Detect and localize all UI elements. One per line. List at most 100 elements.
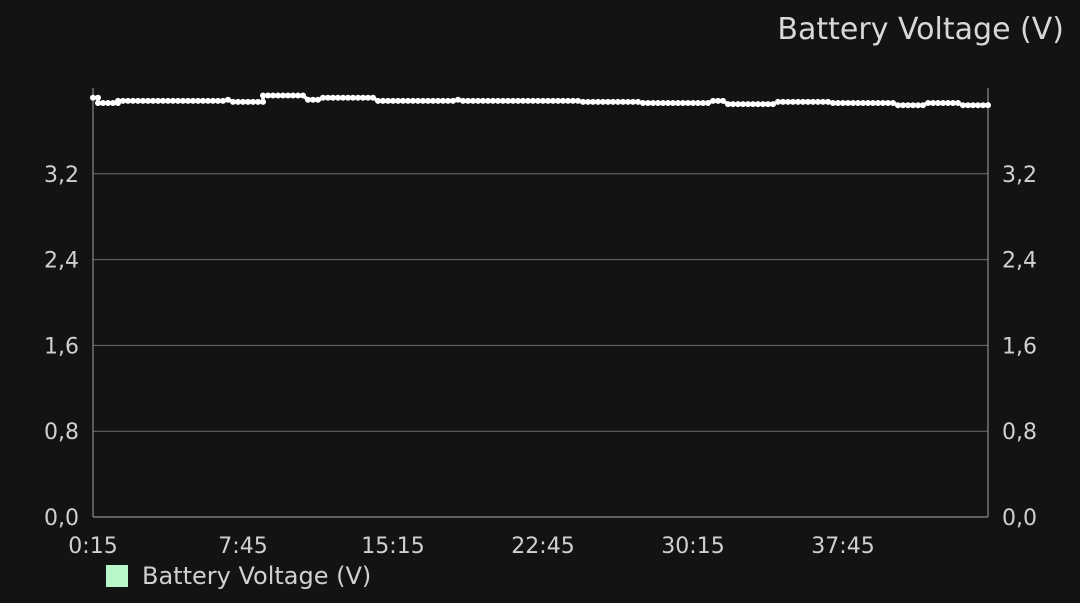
y-tick-label-left: 0,0 (44, 506, 79, 531)
data-point (175, 97, 181, 104)
data-point (290, 92, 296, 99)
data-point (805, 98, 811, 105)
data-point (510, 97, 516, 104)
data-point (465, 97, 471, 104)
data-point (180, 97, 186, 104)
data-point (505, 97, 511, 104)
data-point (675, 100, 681, 106)
axis-layer (92, 88, 989, 518)
data-point (285, 92, 291, 99)
data-point (300, 92, 306, 99)
data-point (745, 101, 751, 108)
y-tick-label-left: 0,8 (44, 420, 79, 445)
data-point (935, 100, 941, 106)
data-point (190, 97, 196, 104)
data-point (850, 100, 856, 106)
data-point (840, 100, 846, 106)
y-tick-label-left: 1,6 (44, 334, 79, 359)
data-point (325, 94, 331, 101)
legend-swatch-icon (106, 565, 128, 587)
data-point (460, 97, 466, 104)
data-point (900, 102, 906, 109)
data-point (845, 100, 851, 106)
data-point (605, 98, 611, 105)
data-point (645, 100, 651, 106)
data-point (220, 97, 226, 104)
data-point (750, 101, 756, 108)
data-point (540, 97, 546, 104)
data-point (950, 100, 956, 106)
data-point (555, 97, 561, 104)
data-point (265, 92, 271, 99)
chart-title: Battery Voltage (V) (777, 12, 1064, 47)
data-point (410, 97, 416, 104)
data-point (110, 100, 116, 106)
data-point (370, 94, 376, 101)
data-point (130, 97, 136, 104)
data-point (690, 100, 696, 106)
data-point (270, 92, 276, 99)
data-point (415, 97, 421, 104)
data-point (775, 98, 781, 105)
data-point (445, 97, 451, 104)
y-tick-label-right: 1,6 (1002, 334, 1037, 359)
data-point (185, 97, 191, 104)
data-point (140, 97, 146, 104)
data-point (905, 102, 911, 109)
data-point (160, 97, 166, 104)
data-point (975, 102, 981, 109)
data-point (435, 97, 441, 104)
data-point (340, 94, 346, 101)
data-point (355, 94, 361, 101)
data-point (755, 101, 761, 108)
data-point (520, 97, 526, 104)
data-point (390, 97, 396, 104)
data-point (835, 100, 841, 106)
data-point (95, 94, 101, 101)
data-point (665, 100, 671, 106)
legend-label: Battery Voltage (V) (142, 562, 372, 590)
data-point (610, 98, 616, 105)
data-point (680, 100, 686, 106)
data-point (235, 98, 241, 105)
data-point (770, 101, 776, 108)
data-point (985, 102, 991, 109)
data-point (865, 100, 871, 106)
data-point (420, 97, 426, 104)
data-point (95, 100, 101, 106)
data-point (145, 97, 151, 104)
data-point (720, 97, 726, 104)
data-point (250, 98, 256, 105)
data-point (625, 98, 631, 105)
data-point (530, 97, 536, 104)
data-point (560, 97, 566, 104)
data-point (295, 92, 301, 99)
data-point (485, 97, 491, 104)
x-tick-label: 37:45 (811, 534, 874, 559)
data-point (240, 98, 246, 105)
data-point (570, 97, 576, 104)
data-point (890, 100, 896, 106)
data-point (450, 97, 456, 104)
data-point (595, 98, 601, 105)
data-point (880, 100, 886, 106)
data-point (470, 97, 476, 104)
data-point (440, 97, 446, 104)
data-point (885, 100, 891, 106)
data-point (955, 100, 961, 106)
data-point (385, 97, 391, 104)
data-point (580, 98, 586, 105)
data-point (790, 98, 796, 105)
data-point (200, 97, 206, 104)
data-point (120, 97, 126, 104)
data-point (100, 100, 106, 106)
data-point (780, 98, 786, 105)
data-point (170, 97, 176, 104)
y-tick-label-left: 2,4 (44, 249, 79, 274)
data-point (210, 97, 216, 104)
x-tick-label: 30:15 (661, 534, 724, 559)
data-point (455, 96, 461, 103)
x-tick-label: 22:45 (511, 534, 574, 559)
data-point (640, 100, 646, 106)
